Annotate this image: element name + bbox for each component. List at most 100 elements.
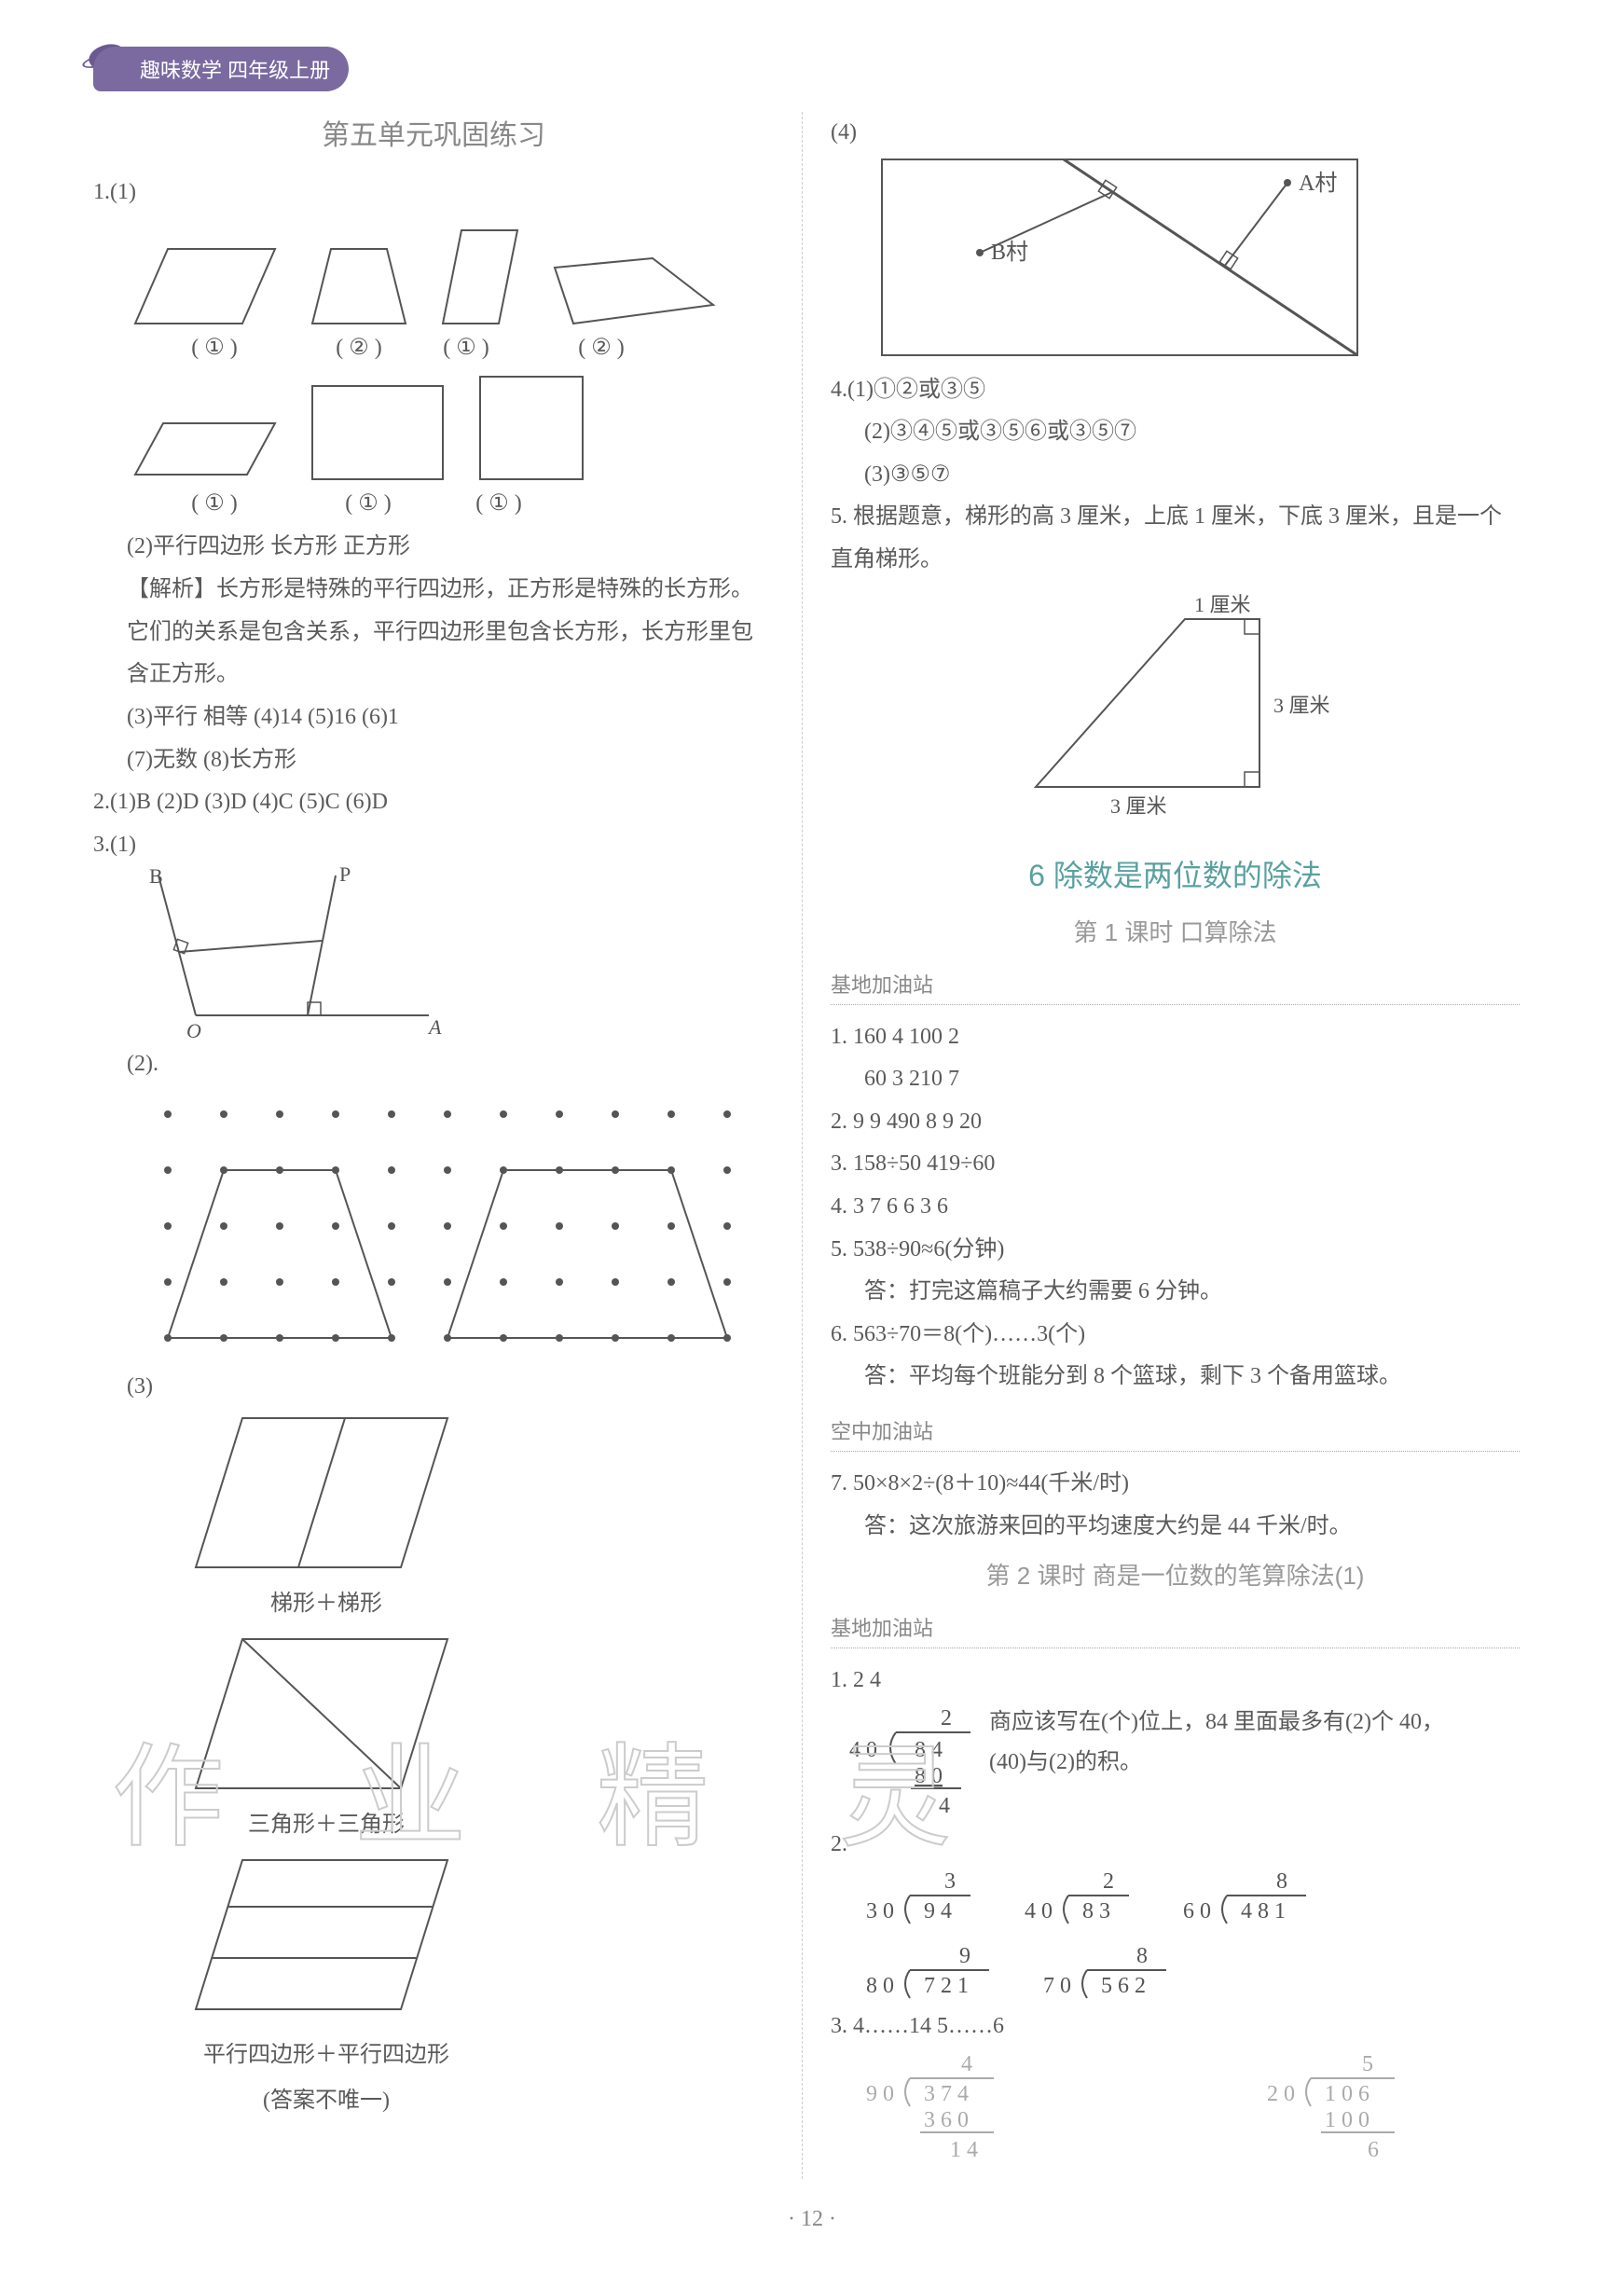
trapezoid-right bbox=[447, 1170, 727, 1338]
l2-3-head: 3. 4……14 5……6 bbox=[831, 2006, 1520, 2048]
svg-text:9 0: 9 0 bbox=[866, 2082, 894, 2106]
l1-5: 5. 538÷90≈6(分钟) bbox=[831, 1229, 1520, 1272]
q3-4-prefix: (4) bbox=[831, 112, 1520, 155]
svg-text:1 0 0: 1 0 0 bbox=[1325, 2108, 1369, 2132]
svg-text:5 6 2: 5 6 2 bbox=[1101, 1974, 1146, 1998]
l1-7: 7. 50×8×2÷(8＋10)≈44(千米/时) bbox=[831, 1463, 1520, 1506]
svg-text:5: 5 bbox=[1362, 2052, 1373, 2076]
header-badge: 趣味数学 四年级上册 bbox=[93, 47, 349, 91]
q1-78: (7)无数 (8)长方形 bbox=[93, 739, 774, 782]
chapter6-title: 6 除数是两位数的除法 bbox=[831, 852, 1520, 895]
q1-parens-row2: ( ① ) ( ① ) ( ① ) bbox=[131, 489, 774, 517]
svg-text:8 0: 8 0 bbox=[866, 1974, 894, 1998]
l1-2: 2. 9 9 490 8 9 20 bbox=[831, 1101, 1520, 1144]
svg-text:4: 4 bbox=[961, 2052, 972, 2076]
caption-not-unique: (答案不唯一) bbox=[186, 2081, 466, 2114]
label-B: B bbox=[149, 866, 163, 888]
lesson1-title: 第 1 课时 口算除法 bbox=[831, 914, 1520, 948]
svg-text:8: 8 bbox=[1136, 1944, 1148, 1968]
l1-6-ans: 答：平均每个班能分到 8 个篮球，剩下 3 个备用篮球。 bbox=[831, 1356, 1520, 1399]
q3-3a-trapezoids bbox=[186, 1409, 466, 1577]
svg-text:3 7 4: 3 7 4 bbox=[924, 2082, 969, 2106]
svg-text:3: 3 bbox=[944, 1869, 956, 1894]
lesson2-title: 第 2 课时 商是一位数的笔算除法(1) bbox=[831, 1557, 1520, 1592]
caption-parallelograms: 平行四边形＋平行四边形 bbox=[186, 2035, 466, 2068]
shape-parallelogram-tall bbox=[438, 226, 522, 328]
svg-text:7 0: 7 0 bbox=[1043, 1974, 1071, 1998]
q1-analysis: 【解析】长方形是特殊的平行四边形，正方形是特殊的长方形。它们的关系是包含关系，平… bbox=[93, 568, 774, 696]
svg-text:2: 2 bbox=[1103, 1869, 1114, 1894]
q5-text: 5. 根据题意，梯形的高 3 厘米，上底 1 厘米，下底 3 厘米，且是一个直角… bbox=[831, 496, 1520, 581]
label-bottom: 3 厘米 bbox=[1110, 794, 1167, 818]
shape-parallelogram bbox=[131, 244, 280, 328]
paren: ( ② ) bbox=[298, 334, 420, 361]
shape-quad bbox=[550, 254, 718, 328]
q1-1-prefix: 1.(1) bbox=[93, 172, 774, 214]
svg-text:8: 8 bbox=[1276, 1869, 1287, 1894]
q1-shapes-row1 bbox=[131, 226, 774, 328]
svg-text:2: 2 bbox=[941, 1706, 952, 1730]
paren: ( ① ) bbox=[298, 489, 438, 517]
long-division-set-3: 4 9 0 3 7 4 3 6 0 1 4 5 2 0 1 0 6 1 0 bbox=[859, 2048, 1493, 2179]
q5-trapezoid-diagram: 1 厘米 3 厘米 3 厘米 bbox=[998, 591, 1353, 834]
dots bbox=[164, 1110, 731, 1342]
svg-text:4 0: 4 0 bbox=[849, 1738, 877, 1762]
svg-text:4 8 1: 4 8 1 bbox=[1241, 1899, 1286, 1923]
l2-3-divisions: 4 9 0 3 7 4 3 6 0 1 4 5 2 0 1 0 6 1 0 bbox=[831, 2048, 1520, 2179]
q3-3c-parallelograms bbox=[186, 1851, 466, 2028]
station-base-2: 基地加油站 bbox=[831, 1606, 1520, 1648]
shape-square bbox=[475, 372, 587, 484]
svg-text:1 0 6: 1 0 6 bbox=[1325, 2082, 1369, 2106]
label-O: O bbox=[186, 1019, 201, 1042]
q2: 2.(1)B (2)D (3)D (4)C (5)C (6)D bbox=[93, 781, 774, 824]
l1-4: 4. 3 7 6 6 3 6 bbox=[831, 1186, 1520, 1229]
left-column: 第五单元巩固练习 1.(1) ( ① ) ( ② ) ( ① ) ( ② ) (… bbox=[93, 112, 802, 2179]
svg-text:8 4: 8 4 bbox=[915, 1738, 943, 1762]
q1-parens-row1: ( ① ) ( ② ) ( ① ) ( ② ) bbox=[131, 334, 774, 361]
q3-4-village-diagram: A村 B村 bbox=[877, 155, 1362, 369]
station-base-1: 基地加油站 bbox=[831, 963, 1520, 1005]
long-division-1: 2 4 0 8 4 8 0 4 bbox=[831, 1703, 989, 1824]
q3-1-angle-diagram: B P O A bbox=[149, 866, 466, 1043]
l2-1-note: 商应该写在(个)位上，84 里面最多有(2)个 40，(40)与(2)的积。 bbox=[989, 1703, 1455, 1783]
l1-5-ans: 答：打完这篇稿子大约需要 6 分钟。 bbox=[831, 1271, 1520, 1314]
q3-3-prefix: (3) bbox=[93, 1366, 774, 1409]
label-b-village: B村 bbox=[991, 240, 1028, 265]
label-right: 3 厘米 bbox=[1273, 694, 1330, 717]
l2-1-row: 2 4 0 8 4 8 0 4 商应该写在(个)位上，84 里面最多有(2)个 … bbox=[831, 1703, 1520, 1824]
two-column-layout: 第五单元巩固练习 1.(1) ( ① ) ( ② ) ( ① ) ( ② ) (… bbox=[0, 112, 1624, 2179]
q4-3: (3)③⑤⑦ bbox=[831, 454, 1520, 497]
shape-trapezoid bbox=[308, 244, 410, 328]
q4-1: 4.(1)①②或③⑤ bbox=[831, 369, 1520, 412]
section-title-unit5: 第五单元巩固练习 bbox=[93, 112, 774, 153]
q3-1-prefix: 3.(1) bbox=[93, 824, 774, 867]
q1-2: (2)平行四边形 长方形 正方形 bbox=[93, 526, 774, 569]
q4-2: (2)③④⑤或③⑤⑥或③⑤⑦ bbox=[831, 411, 1520, 454]
l1-1b: 60 3 210 7 bbox=[831, 1058, 1520, 1101]
paren: ( ① ) bbox=[420, 334, 513, 361]
paren: ( ② ) bbox=[513, 334, 690, 361]
svg-text:3 6 0: 3 6 0 bbox=[924, 2108, 969, 2132]
q1-345: (3)平行 相等 (4)14 (5)16 (6)1 bbox=[93, 696, 774, 739]
l2-1-head: 1. 2 4 bbox=[831, 1660, 1520, 1703]
paren: ( ① ) bbox=[131, 489, 298, 517]
l1-7-ans: 答：这次旅游来回的平均速度大约是 44 千米/时。 bbox=[831, 1506, 1520, 1549]
paren: ( ① ) bbox=[438, 489, 559, 517]
l1-6: 6. 563÷70＝8(个)……3(个) bbox=[831, 1314, 1520, 1357]
l1-3: 3. 158÷50 419÷60 bbox=[831, 1143, 1520, 1186]
caption-trapezoids: 梯形＋梯形 bbox=[186, 1584, 466, 1617]
svg-text:2 0: 2 0 bbox=[1267, 2082, 1295, 2106]
svg-text:7 2 1: 7 2 1 bbox=[924, 1974, 969, 1998]
svg-text:3 0: 3 0 bbox=[866, 1899, 894, 1923]
label-a-village: A村 bbox=[1299, 171, 1337, 196]
l2-2-head: 2. bbox=[831, 1824, 1520, 1867]
q3-2-dotgrid bbox=[149, 1096, 746, 1357]
station-air: 空中加油站 bbox=[831, 1410, 1520, 1452]
l1-1a: 1. 160 4 100 2 bbox=[831, 1016, 1520, 1059]
caption-triangles: 三角形＋三角形 bbox=[186, 1805, 466, 1838]
svg-text:6 0: 6 0 bbox=[1183, 1899, 1211, 1923]
svg-text:9 4: 9 4 bbox=[924, 1899, 952, 1923]
svg-text:9: 9 bbox=[959, 1944, 970, 1968]
page-number: · 12 · bbox=[0, 2207, 1624, 2232]
label-top: 1 厘米 bbox=[1194, 593, 1251, 616]
